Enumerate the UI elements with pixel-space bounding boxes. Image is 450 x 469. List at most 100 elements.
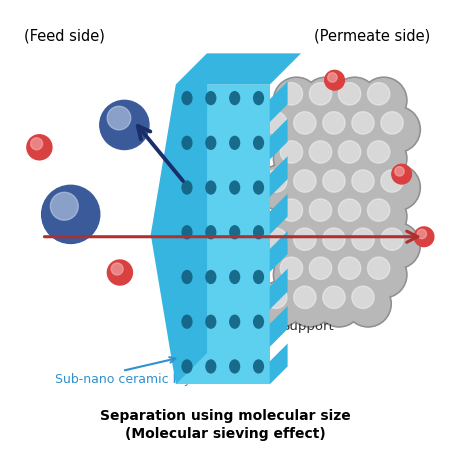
Circle shape (316, 164, 362, 211)
Circle shape (417, 229, 427, 239)
Circle shape (294, 112, 316, 134)
Polygon shape (270, 194, 288, 234)
Circle shape (333, 253, 376, 296)
Ellipse shape (229, 91, 240, 105)
Ellipse shape (253, 359, 264, 374)
Ellipse shape (253, 225, 264, 239)
Ellipse shape (205, 359, 216, 374)
Polygon shape (270, 81, 288, 122)
Circle shape (338, 257, 361, 280)
Circle shape (258, 222, 304, 269)
Circle shape (259, 224, 302, 267)
Circle shape (304, 195, 347, 238)
Circle shape (100, 100, 149, 150)
Circle shape (325, 70, 344, 90)
Circle shape (273, 251, 320, 298)
Text: Separation using molecular size: Separation using molecular size (99, 408, 351, 423)
Polygon shape (270, 151, 293, 174)
Circle shape (258, 280, 304, 327)
Circle shape (332, 135, 378, 182)
Circle shape (280, 83, 302, 105)
Circle shape (111, 263, 123, 275)
Circle shape (328, 73, 337, 82)
Circle shape (374, 222, 420, 269)
Circle shape (302, 193, 349, 240)
Circle shape (317, 224, 360, 267)
Circle shape (302, 135, 349, 182)
Circle shape (317, 166, 360, 209)
Circle shape (294, 170, 316, 192)
Polygon shape (270, 264, 293, 287)
Circle shape (27, 135, 52, 160)
Circle shape (338, 199, 361, 221)
Ellipse shape (181, 181, 193, 195)
Circle shape (288, 166, 332, 209)
Ellipse shape (253, 315, 264, 329)
Circle shape (323, 286, 345, 309)
Circle shape (362, 79, 405, 122)
Ellipse shape (181, 136, 193, 150)
Circle shape (287, 164, 333, 211)
Circle shape (376, 108, 419, 151)
Circle shape (287, 106, 333, 152)
Polygon shape (270, 302, 293, 324)
Circle shape (309, 141, 332, 163)
Text: Sub-nano ceramic layer: Sub-nano ceramic layer (55, 373, 204, 386)
Circle shape (345, 280, 392, 327)
Text: Support: Support (281, 320, 333, 333)
Circle shape (392, 164, 411, 184)
Circle shape (332, 193, 378, 240)
Circle shape (381, 112, 403, 134)
Circle shape (346, 282, 390, 325)
Circle shape (309, 83, 332, 105)
Ellipse shape (181, 270, 193, 284)
Circle shape (273, 135, 320, 182)
Circle shape (108, 260, 132, 285)
Ellipse shape (205, 136, 216, 150)
Polygon shape (151, 53, 207, 384)
Ellipse shape (229, 225, 240, 239)
Circle shape (338, 141, 361, 163)
Circle shape (316, 222, 362, 269)
Circle shape (345, 106, 392, 152)
Ellipse shape (205, 270, 216, 284)
Polygon shape (270, 76, 293, 99)
Circle shape (332, 251, 378, 298)
Circle shape (304, 79, 347, 122)
Circle shape (288, 224, 332, 267)
Circle shape (302, 251, 349, 298)
Circle shape (374, 106, 420, 152)
Circle shape (259, 166, 302, 209)
Ellipse shape (229, 136, 240, 150)
Ellipse shape (229, 270, 240, 284)
Polygon shape (270, 227, 293, 249)
Circle shape (265, 112, 287, 134)
Circle shape (304, 253, 347, 296)
Circle shape (338, 83, 361, 105)
Circle shape (273, 193, 320, 240)
Circle shape (352, 286, 374, 309)
Circle shape (395, 166, 404, 176)
Circle shape (333, 137, 376, 180)
Circle shape (259, 282, 302, 325)
Circle shape (362, 253, 405, 296)
Ellipse shape (181, 225, 193, 239)
Circle shape (374, 164, 420, 211)
Circle shape (346, 108, 390, 151)
Circle shape (346, 166, 390, 209)
Ellipse shape (181, 91, 193, 105)
Ellipse shape (253, 270, 264, 284)
Ellipse shape (181, 315, 193, 329)
Circle shape (316, 106, 362, 152)
Circle shape (294, 286, 316, 309)
Polygon shape (270, 119, 288, 159)
Circle shape (42, 185, 100, 243)
Ellipse shape (205, 181, 216, 195)
Polygon shape (270, 156, 288, 197)
Polygon shape (270, 269, 288, 310)
Polygon shape (270, 231, 288, 272)
Circle shape (265, 228, 287, 250)
Circle shape (280, 141, 302, 163)
Circle shape (360, 77, 407, 124)
Circle shape (414, 227, 434, 247)
